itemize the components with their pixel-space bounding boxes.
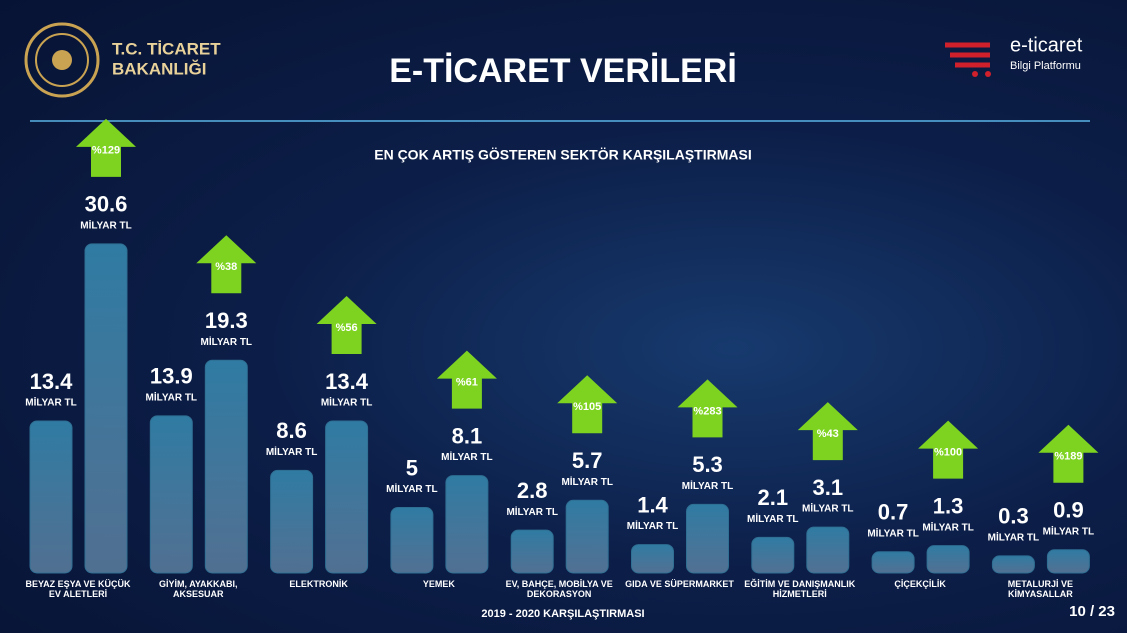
footer: 2019 - 2020 KARŞILAŞTIRMASI (481, 608, 644, 620)
value-label: 2.8 (517, 478, 548, 503)
unit-label: MİLYAR TL (747, 512, 799, 525)
unit-label: MİLYAR TL (627, 519, 679, 532)
category-label: ELEKTRONİK (289, 579, 348, 589)
bar (806, 526, 850, 574)
bar (751, 536, 795, 574)
growth-label: %43 (817, 428, 839, 440)
value-label: 2.1 (758, 485, 789, 510)
growth-label: %105 (573, 401, 601, 413)
bar (926, 545, 970, 574)
growth-arrow (677, 379, 738, 438)
growth-label: %61 (456, 376, 478, 388)
unit-label: MİLYAR TL (506, 505, 558, 518)
ministry-name: T.C. TİCARET (112, 39, 221, 58)
ministry-logo (24, 22, 100, 98)
bar (445, 475, 489, 574)
growth-arrow (76, 118, 136, 177)
unit-label: MİLYAR TL (146, 390, 198, 403)
value-label: 13.4 (30, 369, 74, 394)
bar (204, 359, 248, 574)
value-label: 0.3 (998, 504, 1029, 529)
bar (510, 529, 554, 574)
value-label: 8.1 (452, 423, 483, 448)
growth-label: %56 (336, 322, 358, 334)
growth-label: %283 (693, 405, 721, 417)
value-label: 0.9 (1053, 498, 1084, 523)
unit-label: MİLYAR TL (867, 526, 919, 539)
bar (991, 555, 1035, 574)
unit-label: MİLYAR TL (25, 396, 77, 409)
category-label: GIDA VE SÜPERMARKET (625, 579, 734, 589)
value-label: 30.6 (85, 192, 128, 217)
bar (871, 551, 915, 574)
chart-title: E-TİCARET VERİLERİ (389, 52, 737, 90)
growth-arrow (797, 402, 858, 461)
unit-label: MİLYAR TL (80, 218, 132, 231)
growth-label: %100 (934, 447, 962, 459)
bar (390, 507, 434, 574)
category-label: METALURJİ VE KİMYASALLAR (1007, 579, 1074, 599)
platform-subtitle: Bilgi Platformu (1010, 60, 1081, 72)
unit-label: MİLYAR TL (802, 502, 854, 515)
unit-label: MİLYAR TL (321, 396, 373, 409)
bar (565, 499, 609, 574)
platform-name: e-ticaret (1010, 34, 1083, 56)
growth-arrow (918, 420, 979, 479)
growth-arrow (557, 375, 618, 434)
value-label: 19.3 (205, 308, 248, 333)
unit-label: MİLYAR TL (922, 520, 974, 533)
value-label: 13.9 (150, 364, 193, 389)
bar (84, 243, 128, 574)
value-label: 8.6 (276, 418, 307, 443)
value-label: 1.3 (933, 493, 964, 518)
bar (325, 420, 369, 574)
unit-label: MİLYAR TL (561, 475, 613, 488)
bar (686, 503, 729, 574)
growth-label: %38 (215, 261, 237, 273)
category-label: GİYİM, AYAKKABI, AKSESUAR (159, 579, 238, 599)
category-label: YEMEK (422, 579, 455, 589)
unit-label: MİLYAR TL (201, 335, 253, 348)
ministry-name: BAKANLIĞI (112, 59, 206, 78)
chart-subtitle: EN ÇOK ARTIŞ GÖSTEREN SEKTÖR KARŞILAŞTIR… (374, 147, 752, 163)
category-label: BEYAZ EŞYA VE KÜÇÜK EV ALETLERİ (25, 579, 131, 599)
growth-label: %129 (92, 145, 120, 157)
value-label: 0.7 (878, 500, 909, 525)
category-label: EĞİTİM VE DANIŞMANLIK HİZMETLERİ (744, 579, 856, 599)
value-label: 5 (406, 455, 418, 480)
platform-logo (945, 42, 991, 77)
bar (270, 469, 314, 574)
growth-label: %189 (1054, 451, 1082, 463)
value-label: 3.1 (813, 475, 844, 500)
growth-arrow (436, 350, 497, 409)
value-label: 1.4 (637, 492, 668, 517)
bar (631, 544, 674, 574)
category-label: ÇİÇEKÇİLİK (894, 579, 946, 589)
unit-label: MİLYAR TL (988, 531, 1040, 544)
bar (1046, 549, 1090, 574)
value-label: 5.3 (692, 452, 723, 477)
value-label: 5.7 (572, 448, 603, 473)
growth-arrow (316, 295, 377, 354)
value-label: 13.4 (325, 369, 369, 394)
bar (29, 420, 73, 574)
growth-arrow (1038, 424, 1099, 483)
unit-label: MİLYAR TL (682, 479, 734, 492)
bar (149, 415, 193, 574)
unit-label: MİLYAR TL (1043, 524, 1095, 537)
category-label: EV, BAHÇE, MOBİLYA VE DEKORASYON (505, 579, 613, 599)
growth-arrow (196, 235, 257, 294)
unit-label: MİLYAR TL (441, 450, 493, 463)
page-number: 10 / 23 (1069, 603, 1115, 620)
unit-label: MİLYAR TL (266, 445, 318, 458)
unit-label: MİLYAR TL (386, 482, 438, 495)
